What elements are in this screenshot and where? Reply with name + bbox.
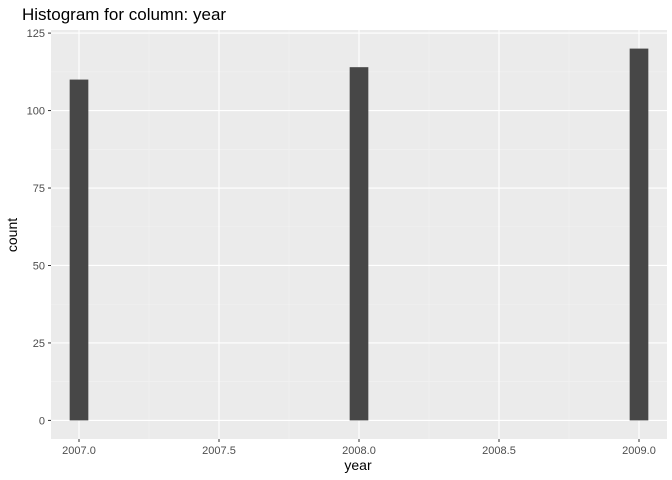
histogram-bars (69, 48, 649, 421)
y-tick-label: 100 (27, 106, 45, 118)
chart-title: Histogram for column: year (22, 5, 226, 24)
x-tick-label: 2008.5 (482, 445, 516, 457)
histogram-bar (69, 79, 89, 421)
y-axis-ticks: 0 25 50 75 100 125 (27, 28, 51, 427)
y-tick-label: 0 (39, 415, 45, 427)
x-axis-title: year (344, 457, 372, 473)
x-tick-label: 2007.0 (62, 445, 96, 457)
x-tick-label: 2007.5 (202, 445, 236, 457)
y-tick-label: 25 (33, 338, 45, 350)
y-tick-label: 125 (27, 28, 45, 40)
x-axis-ticks: 2007.0 2007.5 2008.0 2008.5 2009.0 (62, 439, 656, 457)
x-tick-label: 2008.0 (342, 445, 376, 457)
histogram-bar (629, 48, 649, 421)
y-tick-label: 75 (33, 183, 45, 195)
histogram-bar (349, 67, 369, 421)
y-tick-label: 50 (33, 260, 45, 272)
y-axis-title: count (4, 218, 20, 252)
x-tick-label: 2009.0 (622, 445, 656, 457)
